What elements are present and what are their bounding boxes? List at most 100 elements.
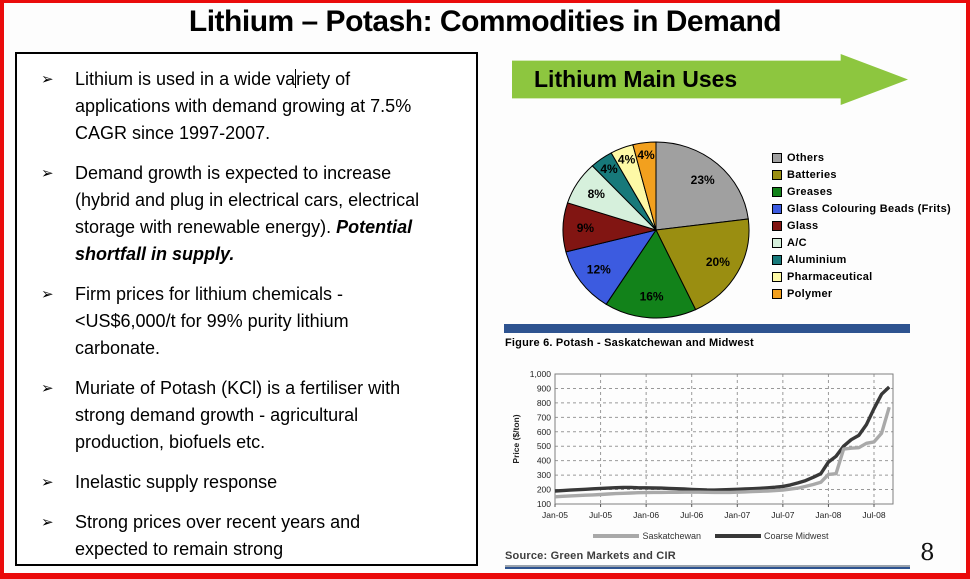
bullet-item: ➢ Lithium is used in a wide variety of ap… [31,66,468,147]
banner-label: Lithium Main Uses [534,66,738,92]
lithium-pie-chart: 23%20%16%12%9%8%4%4% 4% [562,141,750,319]
bullet-text: Muriate of Potash (KCl) is a fertiliser … [75,378,401,452]
legend-label: Batteries [787,168,837,181]
bullet-arrow-icon: ➢ [41,513,54,531]
text-caret [295,69,297,88]
x-tick-label: Jul-05 [589,510,612,520]
legend-color-chip [772,237,782,248]
chart-legend-item-saskatchewan: Saskatchewan [593,531,701,541]
y-tick-label: 700 [537,412,551,422]
y-tick-label: 500 [537,441,551,451]
bullet-text: Demand growth is expected to increase (h… [75,163,420,264]
pie-legend-item-aluminium: Aluminium [772,251,951,268]
legend-label: Pharmaceutical [787,270,873,283]
legend-line-swatch [715,534,761,538]
series-line-saskatchewan [554,406,891,499]
bullet-text: Firm prices for lithium chemicals - <US$… [75,284,349,358]
bullet-text: Inelastic supply response [75,472,278,492]
x-tick-label: Jan-08 [815,510,841,520]
pie-legend-item-polymer: Polymer [772,285,951,302]
pie-slice-greases [605,229,697,319]
chart-legend-item-coarse-midwest: Coarse Midwest [715,531,829,541]
pie-slice-batteries [655,218,750,311]
pie-percent-label: 4% [618,153,636,167]
figure-caption: Figure 6. Potash - Saskatchewan and Midw… [505,337,754,349]
legend-label: Glass Colouring Beads (Frits) [787,202,951,215]
legend-color-chip [772,169,782,180]
potash-price-chart: 100 200 300 400 500 600 700 800 900 1,000 Jan-05 Ju… [511,369,894,520]
bullet-arrow-icon: ➢ [41,379,54,397]
pie-percent-label: 4% [600,162,618,176]
y-tick-label: 300 [537,470,551,480]
legend-label: Glass [787,219,819,232]
y-tick-label: 900 [537,383,551,393]
pie-percent-label: 20% [706,255,730,269]
pie-legend-item-pharmaceutical: Pharmaceutical [772,268,951,285]
bullet-arrow-icon: ➢ [41,70,54,88]
green-arrow-shape [512,54,908,105]
bottom-rule-gray [505,565,910,567]
legend-color-chip [772,186,782,197]
legend-label: Polymer [787,287,833,300]
x-tick-label: Jul-08 [862,510,885,520]
series-line-coarse-midwest [554,385,891,493]
legend-color-chip [772,271,782,282]
bullet-item: ➢ Inelastic supply response [31,469,468,496]
pie-legend-item-glass: Glass [772,217,951,234]
pie-slice-glass-colouring-beads-frits [565,229,658,305]
y-tick-label: 100 [537,499,551,509]
bullet-arrow-icon: ➢ [41,164,54,182]
bullet-item: ➢ Muriate of Potash (KCl) is a fertiliser… [31,375,468,456]
lithium-uses-banner: Lithium Main Uses [512,54,908,105]
legend-color-chip [772,152,782,163]
bullet-text: Strong prices over recent years and expe… [75,512,361,559]
pie-percent-label: 8% [588,187,606,201]
bottom-rule-blue [505,567,910,569]
pie-legend-item-others: Others [772,149,951,166]
y-tick-label: 800 [537,398,551,408]
y-tick-label: 200 [537,485,551,495]
bullet-text: Lithium is used in a wide variety of app… [75,69,412,143]
x-tick-label: Jul-07 [771,510,794,520]
slide-title: Lithium – Potash: Commodities in Demand [188,5,782,38]
bullet-arrow-icon: ➢ [41,285,54,303]
x-tick-label: Jan-06 [633,510,659,520]
y-tick-label: 600 [537,427,551,437]
bullet-item: ➢ Demand growth is expected to increase (… [31,160,468,268]
y-axis-title: Price ($/ton) [511,414,521,463]
legend-color-chip [772,288,782,299]
pie-slice-others [655,141,749,231]
pie-legend-item-batteries: Batteries [772,166,951,183]
legend-label: Greases [787,185,833,198]
legend-color-chip [772,220,782,231]
x-tick-label: Jan-05 [542,510,568,520]
pie-legend-item-a-c: A/C [772,234,951,251]
pie-slice-polymer [632,141,657,231]
pie-percent-label: 23% [691,173,715,187]
y-tick-label: 400 [537,456,551,466]
bullet-text-box: ➢ Lithium is used in a wide variety of ap… [15,52,478,566]
x-tick-label: Jul-06 [680,510,703,520]
source-note: Source: Green Markets and CIR [505,550,676,562]
page-number: 8 [920,540,935,566]
bullet-arrow-icon: ➢ [41,473,54,491]
legend-label: Coarse Midwest [764,531,829,541]
legend-label: Saskatchewan [642,531,701,541]
bullet-list: ➢ Lithium is used in a wide variety of ap… [31,66,468,563]
pie-legend-item-greases: Greases [772,183,951,200]
legend-label: A/C [787,236,807,249]
bullet-item: ➢ Firm prices for lithium chemicals - <US… [31,281,468,362]
legend-label: Aluminium [787,253,847,266]
pie-legend-item-glass-colouring-beads-frits: Glass Colouring Beads (Frits) [772,200,951,217]
y-tick-label: 1,000 [530,369,552,379]
pie-percent-label: 4% [637,148,655,162]
x-tick-label: Jan-07 [724,510,750,520]
pie-percent-label: 12% [587,262,611,276]
legend-color-chip [772,254,782,265]
pie-legend: Others Batteries Greases Glass Colouring Be… [772,149,951,302]
legend-line-swatch [593,534,640,538]
line-chart-legend: Saskatchewan Coarse Midwest [509,531,913,541]
pie-percent-label: 9% [577,221,595,235]
legend-label: Others [787,151,825,164]
